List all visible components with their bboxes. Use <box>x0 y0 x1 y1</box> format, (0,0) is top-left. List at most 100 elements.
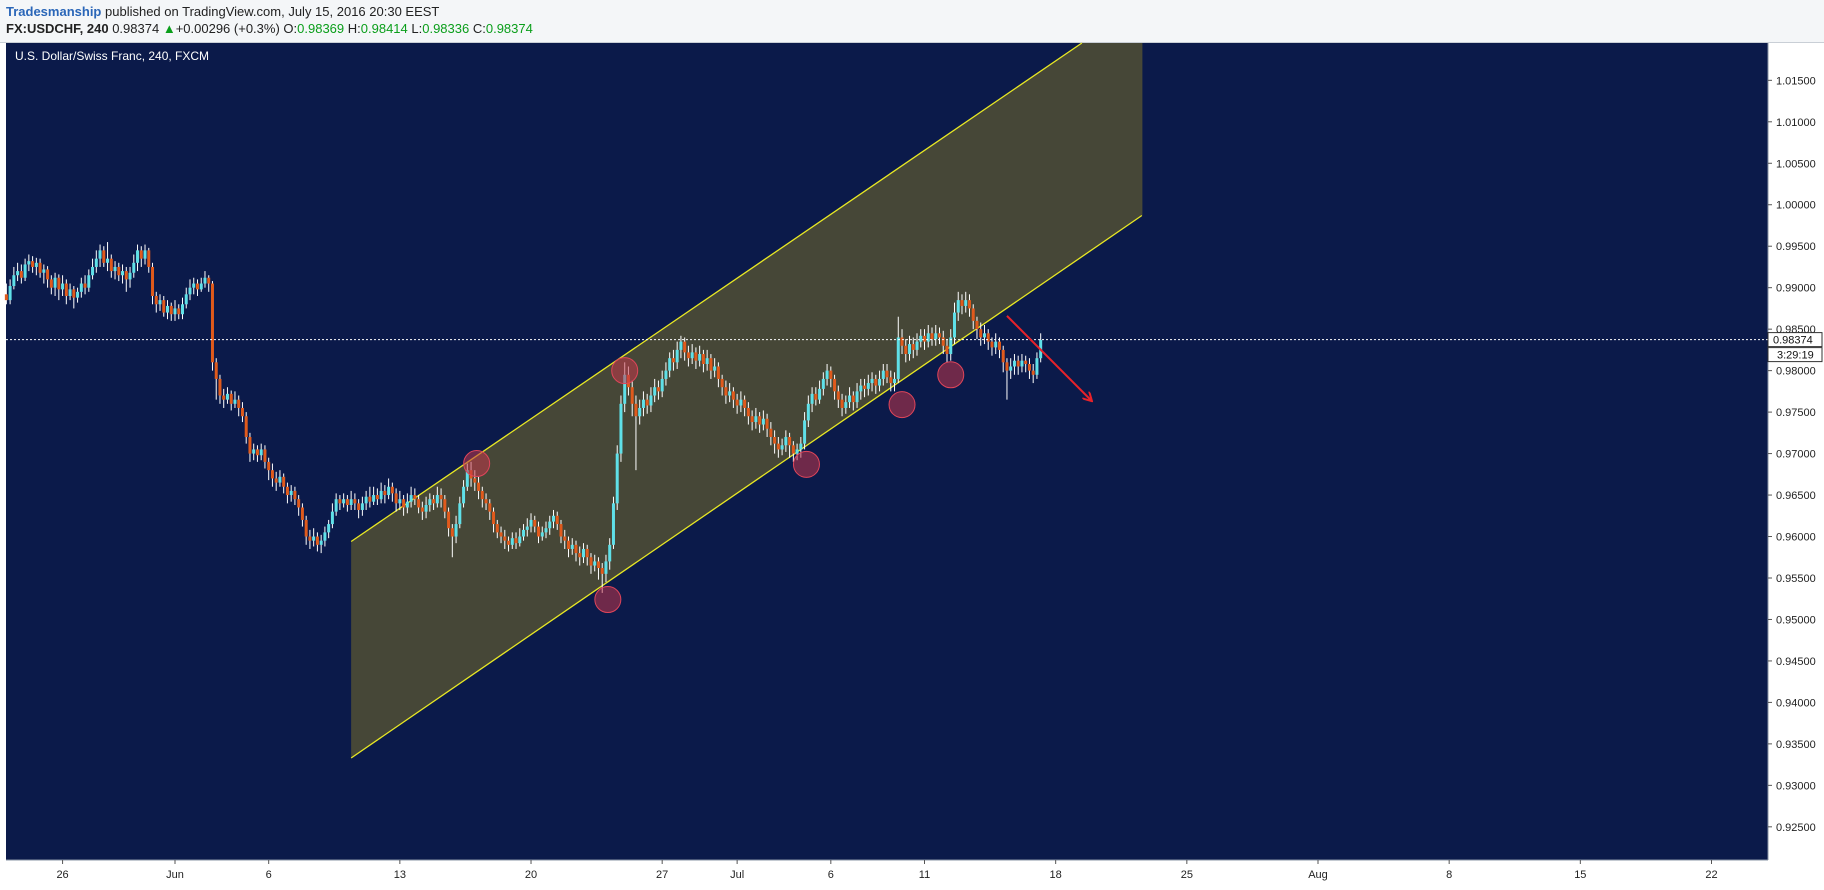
candle-up <box>668 352 672 378</box>
candle-down <box>154 291 158 313</box>
forecast-arrow[interactable] <box>1006 315 1091 401</box>
price-label: 0.98374 <box>1773 335 1813 347</box>
author-link[interactable]: Tradesmanship <box>6 4 102 19</box>
candle-body <box>109 258 113 272</box>
y-tick-label: 0.95000 <box>1776 614 1816 626</box>
candle-body <box>308 536 312 541</box>
candle-up <box>615 445 619 510</box>
close-value: 0.98374 <box>485 21 533 36</box>
candle-body <box>750 416 754 423</box>
candle-down <box>566 536 570 558</box>
candle-down <box>724 380 728 404</box>
candle-down <box>930 327 934 346</box>
candle-down <box>19 264 23 284</box>
candle-up <box>199 277 203 292</box>
candle-down <box>394 488 398 512</box>
candle-body <box>705 358 709 364</box>
candle-down <box>776 436 780 458</box>
candle-up <box>132 254 136 278</box>
price-chart[interactable]: 1.01500 1.01000 1.00500 1.00000 0.99500 0.990… <box>0 42 1824 890</box>
candle-down <box>151 262 155 305</box>
candle-up <box>915 333 919 356</box>
candle-body <box>518 536 522 544</box>
price-axis[interactable] <box>1768 43 1824 860</box>
candle-body <box>499 532 503 537</box>
candle-down <box>975 316 979 340</box>
candle-body <box>136 250 140 263</box>
candle-body <box>128 272 132 280</box>
candle-up <box>870 372 874 392</box>
candle-up <box>544 521 548 539</box>
candle-body <box>694 352 698 361</box>
channel-lower-line[interactable] <box>350 214 1143 759</box>
candle-down <box>997 337 1001 359</box>
candle-body <box>589 557 593 566</box>
candle-body <box>413 495 417 500</box>
candle-down <box>503 529 507 549</box>
plot-area[interactable] <box>6 43 1768 860</box>
candle-up <box>540 526 544 541</box>
candle-down <box>31 256 35 273</box>
candle-body <box>559 524 563 537</box>
candle-down <box>971 304 975 330</box>
candle-body <box>57 277 61 290</box>
candle-body <box>154 295 158 305</box>
candle-down <box>979 322 983 346</box>
candle-body <box>225 393 229 400</box>
candle-up <box>881 363 885 386</box>
candle-up <box>803 412 807 450</box>
candle-down <box>960 294 964 315</box>
candle-down <box>720 374 724 396</box>
candle-up <box>698 345 702 367</box>
candle-body <box>649 395 653 406</box>
candle-body <box>443 499 447 512</box>
candle-up <box>424 496 428 519</box>
candle-up <box>76 287 80 303</box>
publication-line: Tradesmanship published on TradingView.c… <box>6 4 439 19</box>
candle-body <box>379 490 383 500</box>
time-axis[interactable] <box>6 860 1768 889</box>
touch-point-marker <box>594 586 622 614</box>
candle-body <box>934 333 938 340</box>
candle-body <box>462 486 466 504</box>
candle-up <box>994 333 998 355</box>
candle-down <box>162 295 166 317</box>
candle-body <box>758 416 762 425</box>
candle-down <box>57 274 61 301</box>
candle-body <box>162 300 166 313</box>
y-tick-label: 0.98000 <box>1776 366 1816 378</box>
candle-body <box>803 420 807 444</box>
candle-body <box>394 493 398 504</box>
candle-body <box>840 399 844 408</box>
x-tick-label: Aug <box>1308 869 1328 881</box>
candle-body <box>784 436 788 446</box>
candle-up <box>810 387 814 413</box>
candle-up <box>664 362 668 386</box>
candle-up <box>739 391 743 413</box>
candle-body <box>690 352 694 359</box>
candle-up <box>128 266 132 288</box>
candle-body <box>829 370 833 379</box>
candle-down <box>941 330 945 355</box>
candle-body <box>233 399 237 404</box>
candle-up <box>121 264 125 284</box>
candle-body <box>611 503 615 545</box>
candle-body <box>739 399 743 406</box>
candle-up <box>552 509 556 529</box>
candle-body <box>237 399 241 408</box>
candle-body <box>338 499 342 504</box>
candle-up <box>188 279 192 301</box>
candle-body <box>278 476 282 483</box>
candle-body <box>274 478 278 483</box>
candle-body <box>522 529 526 537</box>
candle-body <box>537 526 541 537</box>
candle-body <box>450 528 454 537</box>
candle-body <box>480 490 484 500</box>
candle-body <box>439 495 443 500</box>
candle-down <box>218 374 222 404</box>
x-tick-label: 8 <box>1446 869 1452 881</box>
candle-down <box>420 501 424 520</box>
candle-down <box>72 286 76 309</box>
candle-up <box>982 325 986 345</box>
candle-down <box>304 515 308 545</box>
